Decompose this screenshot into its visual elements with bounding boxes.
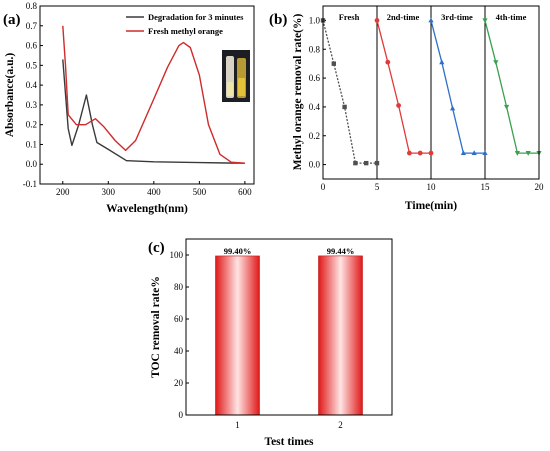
panel-b-xlabel: Time(min) <box>405 200 457 212</box>
legend-label-degradation: Degradation for 3 minutes <box>148 12 244 22</box>
panel-a-ytick-label: 0.0 <box>26 159 38 169</box>
data-point-run-2 <box>428 150 434 156</box>
panel-a-series <box>62 25 245 164</box>
panel-a-ytick-label: 0.4 <box>26 80 38 90</box>
panel-a-ylabel: Absorbance(a.u.) <box>4 53 16 138</box>
panel-b-xtick-label: 20 <box>535 182 545 192</box>
panel-a-ytick-label: 0.8 <box>26 1 38 11</box>
panel-a-xlabel: Wavelength(nm) <box>106 203 188 215</box>
data-point-run-3 <box>482 150 488 156</box>
data-point-run-2 <box>407 150 412 156</box>
panel-a-ytick-label: 0.5 <box>26 60 38 70</box>
panel-c: (c) 0 20 40 60 80 100 1 2 99.40% 99.44% Test tim… <box>148 238 393 448</box>
vial-clear-liquid <box>227 82 233 96</box>
panel-b: (b) 0 5 10 15 20 0.0 0.2 0.4 0.6 0.8 1.0 Time(min)… <box>269 5 544 212</box>
panel-c-ytick-label: 60 <box>174 314 184 324</box>
panel-b-xtick-label: 15 <box>481 182 491 192</box>
panel-b-xtick-label: 10 <box>427 182 437 192</box>
panel-a-legend: Degradation for 3 minutes Fresh methyl o… <box>126 12 244 36</box>
segment-label-3rd: 3rd-time <box>441 12 473 22</box>
series-line-fresh <box>62 25 245 164</box>
bar-test-1 <box>215 255 260 416</box>
panel-a-ticks: 200 300 400 500 600 -0.1 0.0 0.1 0.2 0.3 0.4 0.5 0.6… <box>23 1 252 197</box>
panel-c-ytick-label: 100 <box>170 250 184 260</box>
data-point-run-4 <box>525 151 531 156</box>
data-point-run-1 <box>342 104 347 110</box>
data-point-run-3 <box>450 105 456 111</box>
panel-a-ytick-label: 0.6 <box>26 41 38 51</box>
panel-b-ytick-label: 0.4 <box>309 102 321 112</box>
segment-label-fresh: Fresh <box>339 12 360 22</box>
panel-b-ytick-label: 0.8 <box>309 44 321 54</box>
panel-b-xtick-label: 0 <box>321 182 326 192</box>
panel-c-ytick-label: 0 <box>179 410 184 420</box>
panel-a-frame <box>39 5 255 185</box>
data-point-run-4 <box>482 18 488 24</box>
panel-c-label: (c) <box>148 240 165 256</box>
panel-b-ytick-label: 1.0 <box>309 15 321 25</box>
data-point-run-1 <box>364 160 369 166</box>
panel-c-ytick-label: 80 <box>174 282 184 292</box>
panel-c-bars: 99.40% 99.44% <box>215 246 363 416</box>
panel-c-ytick-label: 40 <box>174 346 184 356</box>
panel-b-series <box>320 17 542 166</box>
panel-b-ticks: 0 5 10 15 20 0.0 0.2 0.4 0.6 0.8 1.0 <box>309 6 544 192</box>
panel-b-ytick-label: 0.2 <box>309 131 320 141</box>
panel-a-xtick-label: 400 <box>147 187 161 197</box>
panel-a-ytick-label: -0.1 <box>23 179 37 189</box>
panel-a-xtick-label: 500 <box>193 187 207 197</box>
data-point-run-2 <box>385 59 391 65</box>
segment-label-2nd: 2nd-time <box>387 12 420 22</box>
panel-a-ytick-label: 0.2 <box>26 120 37 130</box>
panel-c-xlabel: Test times <box>264 436 314 448</box>
data-point-run-2 <box>374 18 380 23</box>
panel-c-xtick-label: 2 <box>338 420 343 430</box>
panel-b-frame <box>322 5 540 180</box>
panel-c-ylabel: TOC removal rate% <box>150 276 162 378</box>
run-line-2 <box>376 20 431 154</box>
data-point-run-1 <box>331 61 336 66</box>
vial-yellow-liquid <box>238 78 245 96</box>
data-point-run-3 <box>471 150 477 156</box>
panel-a-label: (a) <box>3 12 21 28</box>
segment-label-4th: 4th-time <box>496 12 527 22</box>
series-line-degradation <box>62 59 245 164</box>
panel-a-ytick-label: 0.7 <box>26 21 38 31</box>
panel-a-xtick-label: 300 <box>102 187 116 197</box>
panel-b-ytick-label: 0.6 <box>309 73 321 83</box>
panel-a-xtick-label: 200 <box>56 187 70 197</box>
bar-test-2 <box>318 255 363 416</box>
panel-c-xtick-label: 1 <box>235 420 240 430</box>
data-point-run-1 <box>353 160 358 166</box>
panel-b-xtick-label: 5 <box>375 182 380 192</box>
bar-value-label: 99.44% <box>327 246 355 256</box>
panel-a-ytick-label: 0.1 <box>26 139 37 149</box>
panel-b-ylabel: Methyl orange removal rate(%) <box>292 14 304 171</box>
run-line-3 <box>430 20 485 154</box>
data-point-run-4 <box>493 60 499 66</box>
panel-a-ytick-label: 0.3 <box>26 100 38 110</box>
data-point-run-3 <box>428 17 434 23</box>
data-point-run-4 <box>504 104 510 110</box>
bar-value-label: 99.40% <box>224 246 252 256</box>
data-point-run-3 <box>460 150 466 156</box>
vials-photo-inset <box>222 50 250 102</box>
data-point-run-2 <box>396 103 401 108</box>
legend-label-fresh: Fresh methyl orange <box>148 26 223 36</box>
panel-a-xtick-label: 600 <box>238 187 252 197</box>
run-line-1 <box>322 20 377 164</box>
panel-c-frame <box>185 238 393 416</box>
run-line-4 <box>484 20 539 154</box>
panel-a: (a) 200 300 400 500 600 -0.1 0.0 0.1 0.2 0.3 0.4 0.… <box>3 1 255 215</box>
data-point-run-3 <box>439 59 445 65</box>
data-point-run-2 <box>417 150 423 156</box>
panel-b-ytick-label: 0.0 <box>309 160 321 170</box>
panel-b-label: (b) <box>269 12 287 28</box>
data-point-run-4 <box>514 151 520 156</box>
panel-c-ytick-label: 20 <box>174 378 184 388</box>
data-point-run-1 <box>374 160 380 166</box>
